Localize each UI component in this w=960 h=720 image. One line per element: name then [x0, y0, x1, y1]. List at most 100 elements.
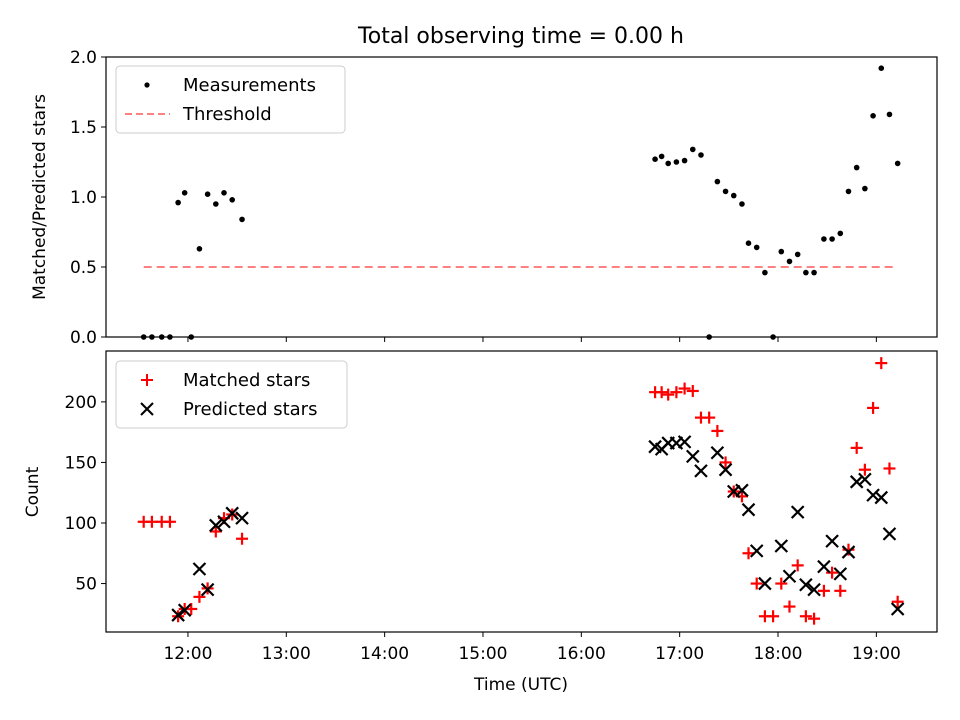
measurement-point	[811, 269, 817, 276]
predicted-star-marker-b	[735, 483, 749, 498]
predicted-star-marker-b	[849, 475, 864, 489]
x-tick-label: 19:00	[852, 644, 901, 664]
matched-star-point	[662, 388, 675, 401]
measurement-point	[762, 269, 768, 276]
top-x-axis-ticks	[187, 337, 877, 342]
measurement-point	[739, 201, 745, 207]
predicted-star-point	[177, 603, 192, 617]
predicted-star-point	[890, 602, 905, 616]
matched-star-point	[163, 515, 176, 528]
measurement-point	[204, 191, 211, 197]
measurement-point	[862, 185, 868, 192]
predicted-star-point	[686, 449, 700, 464]
measurement-point	[213, 201, 219, 207]
measurement-point	[722, 188, 729, 195]
bottom-y-axis: 50 100 150 200	[65, 393, 106, 595]
predicted-star-marker-b	[192, 562, 207, 576]
matched-star-point	[209, 525, 222, 538]
predicted-star-point	[758, 576, 772, 591]
matched-star-point	[842, 543, 855, 556]
matched-star-point	[703, 411, 716, 424]
matched-star-point	[883, 462, 896, 475]
matched-star-point	[193, 590, 206, 603]
measurement-point	[706, 334, 712, 340]
measurement-point	[221, 190, 227, 196]
measurement-point	[753, 244, 760, 251]
legend-predicted-label: Predicted stars	[183, 399, 317, 420]
x-tick-label: 16:00	[557, 644, 606, 664]
predicted-star-marker-b	[825, 534, 839, 548]
measurement-point	[829, 236, 835, 242]
matched-star-point	[799, 610, 812, 623]
measurement-point	[837, 230, 844, 237]
predicted-star-marker-b	[866, 488, 880, 502]
matched-star-point	[817, 584, 830, 597]
predicted-star-marker-b	[799, 577, 813, 592]
top-y-tick-label: 2.0	[70, 48, 97, 68]
measurement-point	[681, 157, 688, 164]
predicted-star-point	[849, 475, 864, 489]
predicted-star-point	[225, 506, 239, 521]
matched-star-point	[719, 456, 732, 469]
measurement-point	[665, 160, 671, 167]
measurement-point	[658, 153, 665, 160]
measurement-point	[188, 334, 195, 340]
x-tick-label: 12:00	[163, 644, 212, 664]
predicted-star-marker-b	[758, 576, 772, 591]
predicted-star-point	[192, 562, 207, 576]
measurement-point	[149, 334, 155, 340]
predicted-star-marker-b	[648, 439, 662, 454]
x-tick-label: 13:00	[262, 644, 311, 664]
matched-star-point	[858, 463, 871, 476]
matched-star-point	[711, 424, 724, 437]
legend-measurements-marker	[144, 82, 150, 88]
bottom-y-tick-label: 100	[65, 514, 97, 534]
predicted-star-point	[874, 490, 889, 505]
matched-star-point	[875, 357, 888, 370]
measurement-point	[698, 152, 704, 158]
x-axis-label: Time (UTC)	[473, 675, 568, 695]
top-y-tick-label: 1.5	[70, 118, 97, 138]
matched-star-point	[767, 610, 780, 623]
bottom-legend-box	[115, 360, 348, 429]
matched-star-point	[670, 386, 683, 399]
predicted-star-marker-b	[200, 582, 215, 597]
measurement-point	[821, 236, 827, 242]
predicted-star-marker-b	[710, 445, 725, 460]
bottom-x-axis: 12:00 13:00 14:00 15:00 16:00 17:00 18:00 19:00	[163, 632, 901, 664]
predicted-star-point	[782, 569, 797, 584]
top-y-tick-label: 0.0	[70, 328, 97, 348]
measurement-point	[196, 246, 203, 252]
measurement-point	[689, 146, 696, 153]
top-y-axis-label: Matched/Predicted stars	[30, 94, 50, 300]
top-y-axis: 0.0 0.5 1.0 1.5 2.0	[70, 48, 106, 348]
matched-star-point	[826, 566, 839, 579]
measurement-point	[730, 192, 737, 199]
predicted-star-marker-b	[677, 435, 692, 449]
matched-star-point	[808, 612, 821, 625]
predicted-star-marker-b	[882, 527, 897, 541]
predicted-star-point	[825, 534, 839, 548]
measurement-point	[239, 216, 245, 223]
measurement-point	[803, 269, 809, 276]
measurement-point	[181, 190, 188, 196]
predicted-star-marker-b	[817, 559, 831, 574]
predicted-star-marker-b	[782, 569, 797, 584]
predicted-star-point	[833, 567, 848, 581]
x-tick-label: 18:00	[754, 644, 803, 664]
predicted-star-marker-b	[749, 544, 764, 558]
predicted-star-point	[200, 582, 215, 597]
predicted-star-point	[677, 435, 692, 449]
predicted-star-marker-b	[874, 490, 889, 505]
measurement-point	[845, 188, 852, 195]
predicted-star-marker-b	[890, 602, 905, 616]
matched-star-point	[686, 384, 699, 397]
legend-measurements-label: Measurements	[183, 75, 316, 96]
top-legend-box	[115, 65, 346, 134]
predicted-star-point	[858, 472, 872, 487]
predicted-star-point	[209, 518, 223, 533]
matched-star-point	[655, 386, 668, 399]
top-y-tick-label: 1.0	[70, 188, 97, 208]
top-panel: 0.00.51.01.52.0 Matched/Predicted stars …	[30, 48, 938, 348]
measurement-point	[770, 334, 776, 340]
